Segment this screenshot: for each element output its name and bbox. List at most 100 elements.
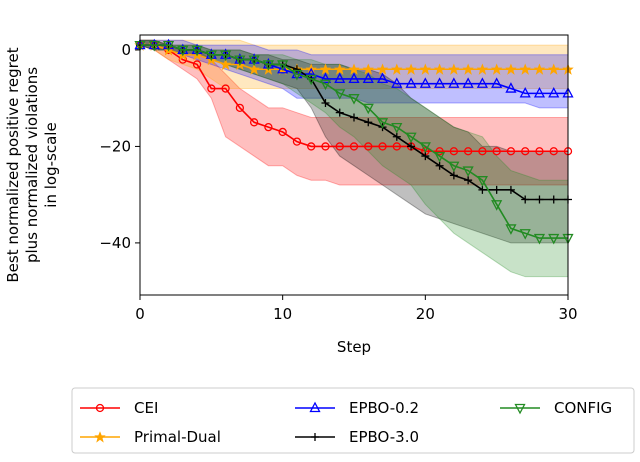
plot-frame bbox=[139, 34, 569, 296]
marker bbox=[549, 195, 558, 204]
marker bbox=[334, 89, 346, 100]
marker bbox=[548, 86, 560, 98]
legend-marker bbox=[514, 403, 526, 415]
marker bbox=[478, 147, 487, 156]
marker bbox=[548, 63, 560, 75]
marker bbox=[362, 103, 374, 115]
legend-label: CEI bbox=[134, 399, 158, 417]
marker bbox=[519, 86, 531, 98]
marker bbox=[391, 63, 403, 75]
marker bbox=[505, 63, 517, 75]
marker bbox=[519, 63, 531, 75]
marker bbox=[376, 63, 389, 75]
marker bbox=[464, 176, 473, 185]
marker bbox=[478, 185, 487, 194]
marker bbox=[264, 122, 273, 132]
marker bbox=[449, 171, 458, 180]
marker bbox=[405, 77, 417, 88]
legend-label: EPBO-0.2 bbox=[349, 399, 419, 417]
marker bbox=[192, 60, 202, 69]
marker bbox=[162, 40, 175, 52]
marker bbox=[335, 142, 344, 151]
marker bbox=[207, 84, 216, 93]
marker bbox=[364, 118, 373, 127]
legend-marker bbox=[311, 433, 319, 441]
marker bbox=[462, 63, 474, 75]
marker bbox=[334, 63, 346, 75]
marker bbox=[248, 55, 260, 66]
legend-label: Primal-Dual bbox=[134, 428, 221, 446]
marker bbox=[234, 55, 246, 66]
legend-label: CONFIG bbox=[554, 399, 612, 417]
marker bbox=[278, 127, 287, 137]
marker bbox=[319, 63, 332, 75]
marker bbox=[419, 142, 431, 153]
marker bbox=[348, 94, 360, 105]
marker bbox=[476, 176, 488, 187]
x-tick-label: 20 bbox=[416, 305, 435, 323]
marker bbox=[391, 77, 403, 88]
marker bbox=[321, 142, 330, 151]
marker bbox=[391, 122, 403, 134]
marker bbox=[521, 147, 530, 156]
x-axis-label: Step bbox=[337, 338, 371, 356]
marker bbox=[463, 147, 473, 156]
marker bbox=[506, 147, 516, 156]
marker bbox=[549, 147, 558, 156]
marker bbox=[519, 229, 531, 240]
marker bbox=[378, 142, 387, 151]
marker bbox=[220, 50, 232, 62]
legend-marker bbox=[309, 401, 321, 413]
series-line bbox=[140, 44, 568, 239]
marker bbox=[434, 151, 446, 163]
marker bbox=[449, 147, 459, 156]
marker bbox=[319, 79, 332, 91]
marker bbox=[248, 63, 260, 75]
legend-label: EPBO-3.0 bbox=[349, 428, 419, 446]
marker bbox=[321, 99, 330, 108]
marker bbox=[362, 72, 374, 84]
marker bbox=[535, 147, 544, 156]
marker bbox=[506, 185, 515, 194]
marker bbox=[421, 152, 430, 161]
marker bbox=[348, 72, 360, 84]
marker bbox=[376, 72, 389, 84]
marker bbox=[191, 45, 203, 57]
marker bbox=[219, 58, 232, 71]
marker bbox=[462, 77, 474, 88]
marker bbox=[334, 72, 346, 84]
marker bbox=[364, 142, 373, 151]
y-tick-label: 0 bbox=[121, 41, 131, 59]
marker bbox=[262, 60, 274, 71]
marker bbox=[448, 63, 460, 75]
marker bbox=[249, 118, 259, 127]
marker bbox=[521, 195, 530, 204]
legend-marker bbox=[94, 431, 106, 443]
marker bbox=[419, 63, 432, 75]
marker bbox=[448, 77, 460, 88]
marker bbox=[177, 45, 189, 57]
legend-frame bbox=[71, 387, 635, 454]
marker bbox=[462, 166, 474, 177]
marker bbox=[491, 200, 503, 211]
y-axis-label: Best normalized positive regret bbox=[4, 47, 22, 282]
marker bbox=[533, 233, 546, 245]
marker bbox=[319, 72, 332, 84]
marker bbox=[405, 63, 417, 75]
marker bbox=[490, 63, 503, 75]
marker bbox=[205, 50, 217, 62]
marker bbox=[435, 147, 444, 156]
marker bbox=[292, 65, 301, 74]
marker bbox=[277, 60, 289, 71]
marker bbox=[548, 233, 560, 245]
marker bbox=[533, 63, 546, 75]
marker bbox=[492, 147, 501, 156]
marker bbox=[435, 161, 444, 170]
marker bbox=[277, 62, 289, 74]
marker bbox=[419, 77, 431, 88]
legend-marker bbox=[95, 403, 105, 413]
marker bbox=[405, 132, 417, 144]
y-axis-label: plus normalized violations bbox=[23, 67, 41, 263]
marker bbox=[505, 224, 517, 235]
